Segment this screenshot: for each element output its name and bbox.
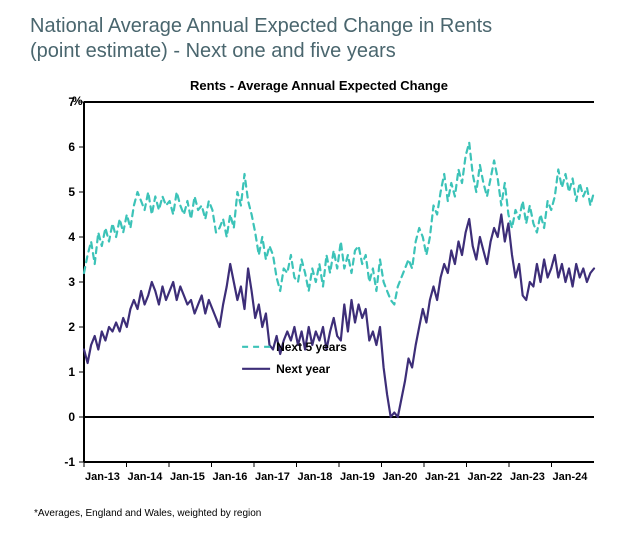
x-tick-label: Jan-16 [213,471,248,483]
y-tick-label: 6 [68,140,75,154]
y-tick-label: 0 [68,410,75,424]
series-next_5_years [84,143,594,305]
y-tick-label: 4 [68,230,75,244]
x-tick-label: Jan-20 [383,471,418,483]
series-next_year [84,215,594,418]
chart-svg: -1 0 1 2 3 4 5 6 7 Jan-13 Jan-14 Jan-15 Jan-16 Jan-17… [34,74,604,504]
x-tick-label: Jan-13 [85,471,120,483]
legend-label: Next year [276,362,330,376]
title-line-2: (point estimate) - Next one and five yea… [30,40,396,62]
y-tick-label: 1 [68,365,75,379]
x-tick-label: Jan-19 [340,471,375,483]
title-line-1: National Average Annual Expected Change … [30,15,492,37]
x-tick-label: Jan-23 [510,471,545,483]
y-tick-label: -1 [64,455,75,469]
line-chart: Rents - Average Annual Expected Change %… [34,74,604,504]
x-tick-label: Jan-21 [425,471,460,483]
x-tick-label: Jan-18 [298,471,333,483]
page-title: National Average Annual Expected Change … [30,14,604,64]
x-tick-label: Jan-14 [128,471,164,483]
legend-label: Next 5 years [276,340,347,354]
y-tick-label: 2 [68,320,75,334]
y-tick-label: 3 [68,275,75,289]
chart-page: { "title_line1": "National Average Annua… [0,0,634,555]
y-tick-label: 7 [68,95,75,109]
x-tick-label: Jan-24 [553,471,589,483]
x-tick-label: Jan-15 [170,471,205,483]
y-tick-label: 5 [68,185,75,199]
x-tick-label: Jan-17 [255,471,290,483]
x-tick-label: Jan-22 [468,471,503,483]
chart-footnote: *Averages, England and Wales, weighted b… [34,508,604,519]
